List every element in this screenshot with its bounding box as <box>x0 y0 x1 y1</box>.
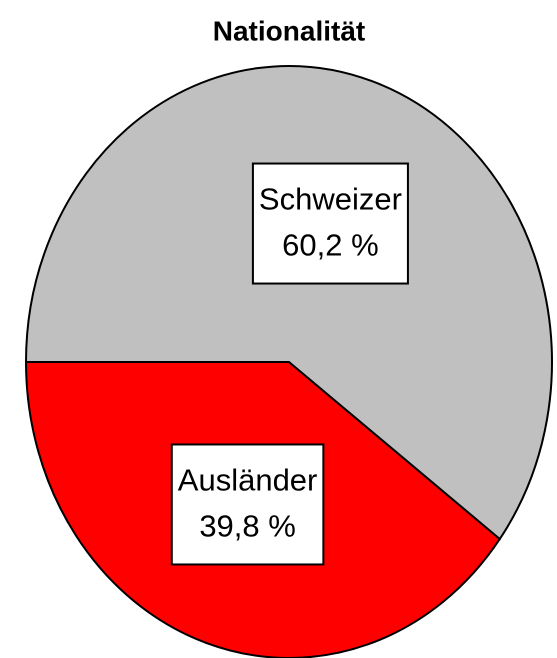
category-label: Ausländer <box>178 463 318 498</box>
value-label: 39,8 % <box>199 509 296 544</box>
pie-slice <box>24 65 553 541</box>
chart-title: Nationalität <box>213 15 365 46</box>
category-label: Schweizer <box>259 182 402 217</box>
value-label: 60,2 % <box>282 228 379 263</box>
label-box <box>170 443 325 566</box>
label-box <box>251 162 409 285</box>
